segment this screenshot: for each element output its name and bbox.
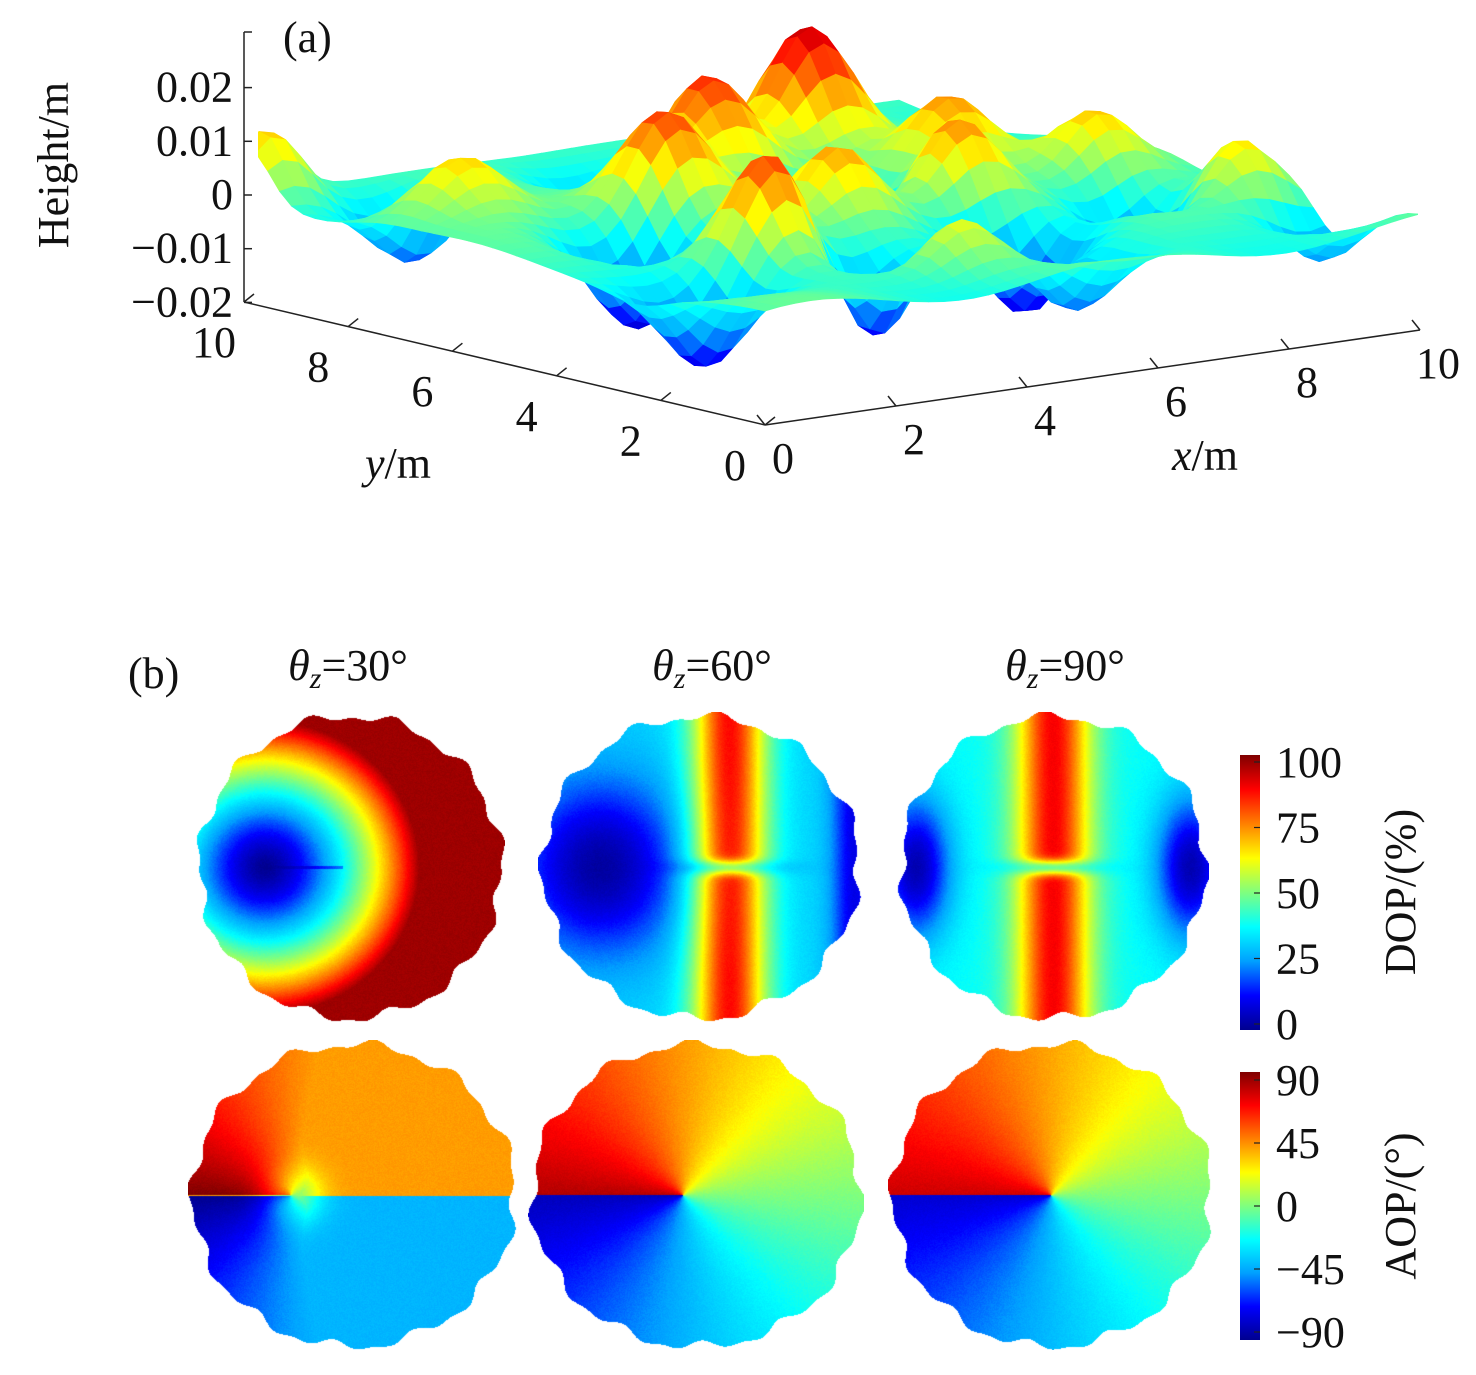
z-tick-label: −0.02	[131, 277, 233, 326]
x-tick-label: 2	[903, 415, 925, 464]
aop-map-theta-90	[888, 1040, 1214, 1350]
aop-colorbar-label: AOP/(°)	[1376, 1132, 1425, 1279]
colorbar-tick-label: 50	[1276, 869, 1320, 918]
y-axis-line	[243, 301, 766, 426]
column-title-30: θz=30°	[288, 641, 408, 695]
dop-map-theta-60	[538, 712, 862, 1022]
dop-colorbar-label: DOP/(%)	[1376, 809, 1425, 975]
colorbar-tick-label: 0	[1276, 1000, 1298, 1049]
panel-b-polarization-maps: (b) θz=30° θz=60° θz=90° 100 75 50 25 0 90 45…	[128, 641, 1425, 1357]
y-tick-mark	[556, 367, 568, 377]
dop-colorbar	[1240, 755, 1260, 1030]
y-tick-mark	[451, 342, 463, 352]
colorbar-tick-label: 90	[1276, 1056, 1320, 1105]
column-title-90: θz=90°	[1005, 641, 1125, 695]
colorbar-tick-label: 100	[1276, 738, 1342, 787]
y-tick-label: 8	[307, 343, 329, 392]
surface-patch	[753, 303, 780, 312]
height-surface	[258, 26, 1418, 367]
x-axis-line	[764, 329, 1421, 426]
y-tick-label: 4	[516, 392, 538, 441]
y-axis-ticks: 10 8 6 4 2 0	[192, 293, 776, 490]
panel-b-label: (b)	[128, 649, 179, 698]
x-tick-mark	[1149, 357, 1159, 369]
colorbar-tick-label: −90	[1276, 1308, 1345, 1357]
y-axis-label: y/m	[361, 439, 431, 488]
panel-a-label: (a)	[283, 13, 332, 62]
y-tick-label: 10	[192, 318, 236, 367]
x-tick-mark	[756, 414, 766, 426]
y-tick-mark	[347, 318, 359, 328]
x-tick-mark	[1018, 376, 1028, 388]
z-axis-ticks: 0.020.01 0 −0.01−0.02	[131, 31, 252, 326]
colorbar-tick-label: 45	[1276, 1119, 1320, 1168]
colorbar-tick-label: −45	[1276, 1245, 1345, 1294]
x-tick-mark	[887, 395, 897, 407]
aop-map-theta-60	[528, 1040, 864, 1350]
x-axis-label: x/m	[1171, 431, 1238, 480]
x-tick-label: 10	[1416, 339, 1460, 388]
z-tick-label: 0	[211, 170, 233, 219]
x-tick-mark	[1411, 319, 1421, 331]
colorbar-tick-label: 25	[1276, 935, 1320, 984]
aop-colorbar-ticks: 90 45 0 −45 −90	[1254, 1056, 1345, 1357]
aop-map-theta-30	[188, 1040, 518, 1350]
x-tick-label: 4	[1034, 396, 1056, 445]
x-tick-mark	[1280, 338, 1290, 350]
y-tick-mark	[660, 391, 672, 401]
dop-map-theta-90	[897, 712, 1209, 1022]
x-tick-label: 0	[772, 434, 794, 483]
x-tick-label: 8	[1296, 358, 1318, 407]
panel-a-surface-plot: (a) 0.020.010−0.01−0.02 Height/m 0 2 4 6 8 10…	[29, 13, 1460, 490]
z-axis-label: Height/m	[29, 82, 78, 248]
y-tick-label: 0	[724, 441, 746, 490]
z-tick-label: 0.01	[156, 116, 233, 165]
dop-map-theta-30	[195, 712, 505, 1022]
aop-colorbar	[1240, 1072, 1260, 1340]
y-tick-label: 2	[620, 416, 642, 465]
x-tick-label: 6	[1165, 377, 1187, 426]
y-tick-mark	[764, 416, 776, 426]
x-axis-ticks: 0 2 4 6 8 10	[756, 319, 1460, 483]
column-title-60: θz=60°	[652, 641, 772, 695]
y-tick-mark	[243, 293, 255, 303]
z-tick-label: 0.02	[156, 63, 233, 112]
colorbar-tick-label: 75	[1276, 804, 1320, 853]
y-tick-label: 6	[411, 367, 433, 416]
z-tick-label: −0.01	[131, 224, 233, 273]
colorbar-tick-label: 0	[1276, 1182, 1298, 1231]
dop-colorbar-ticks: 100 75 50 25 0	[1254, 738, 1342, 1049]
